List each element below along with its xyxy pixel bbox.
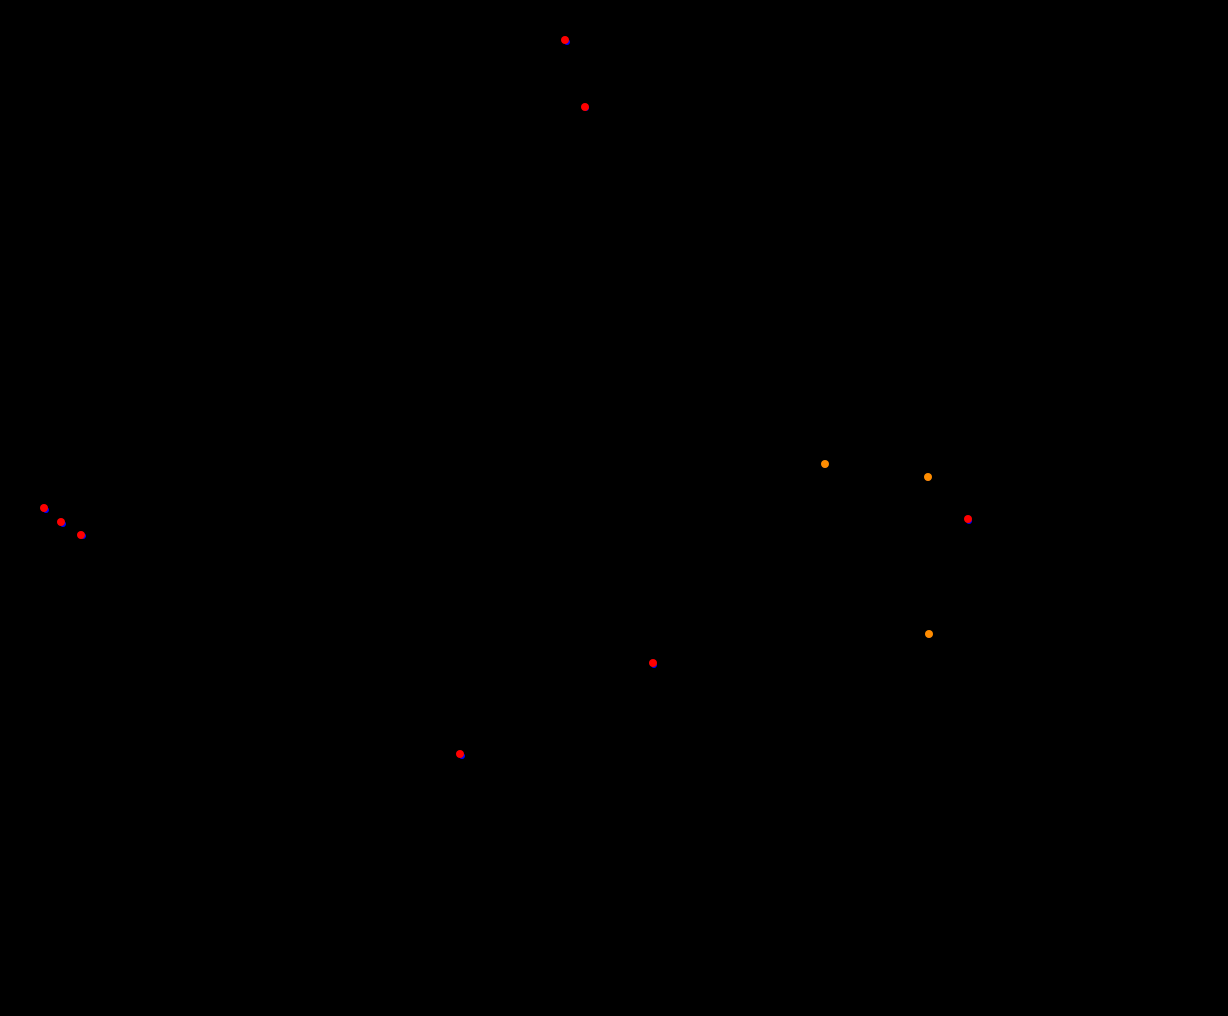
scatter-point-red-layer	[40, 504, 48, 512]
scatter-point-red-layer	[649, 659, 657, 667]
scatter-plot	[0, 0, 1228, 1016]
scatter-point-orange-layer	[924, 473, 932, 481]
scatter-point-orange-layer	[925, 630, 933, 638]
scatter-point-red-layer	[964, 515, 972, 523]
scatter-point-red-layer	[57, 518, 65, 526]
scatter-point-red-layer	[77, 531, 85, 539]
scatter-point-red-layer	[581, 103, 589, 111]
scatter-point-orange-layer	[821, 460, 829, 468]
scatter-point-red-layer	[561, 36, 569, 44]
scatter-point-red-layer	[456, 750, 464, 758]
